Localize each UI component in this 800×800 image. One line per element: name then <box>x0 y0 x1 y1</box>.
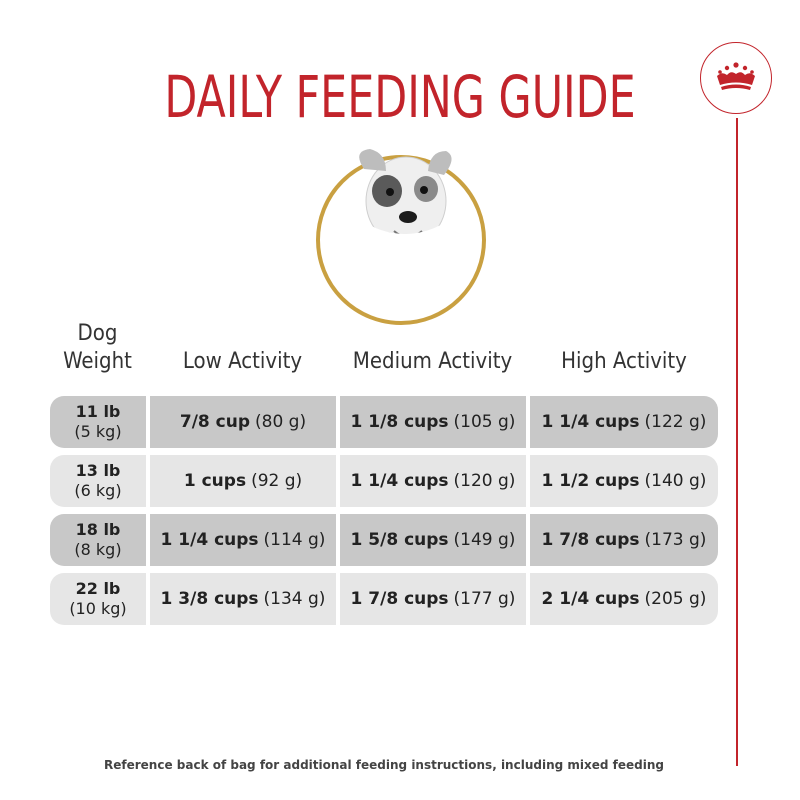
grams-value: (177 g) <box>453 589 516 609</box>
cups-value: 2 1/4 cups <box>541 589 640 609</box>
weight-lb: 11 lb <box>75 402 121 421</box>
high-activity-cell: 1 1/2 cups (140 g) <box>530 455 718 507</box>
dog-portrait <box>316 149 486 325</box>
weight-cell: 11 lb (5 kg) <box>50 396 146 448</box>
medium-activity-cell: 1 7/8 cups (177 g) <box>340 573 526 625</box>
weight-cell: 22 lb (10 kg) <box>50 573 146 625</box>
grams-value: (149 g) <box>453 530 516 550</box>
weight-cell: 18 lb (8 kg) <box>50 514 146 566</box>
cups-value: 1 1/4 cups <box>541 412 640 432</box>
medium-activity-cell: 1 1/4 cups (120 g) <box>340 455 526 507</box>
cups-value: 7/8 cup <box>179 412 251 432</box>
grams-value: (205 g) <box>644 589 707 609</box>
low-activity-cell: 1 1/4 cups (114 g) <box>150 514 336 566</box>
weight-lb: 13 lb <box>75 461 121 480</box>
weight-lb: 22 lb <box>75 579 121 598</box>
low-activity-cell: 7/8 cup (80 g) <box>150 396 336 448</box>
cups-value: 1 1/8 cups <box>350 412 449 432</box>
footnote: Reference back of bag for additional fee… <box>104 758 664 772</box>
weight-kg: (5 kg) <box>74 422 122 441</box>
weight-kg: (8 kg) <box>74 540 122 559</box>
weight-kg: (10 kg) <box>69 599 127 618</box>
grams-value: (122 g) <box>644 412 707 432</box>
grams-value: (120 g) <box>453 471 516 491</box>
header-high-activity: High Activity <box>561 349 687 374</box>
header-weight-line1: Dog <box>77 321 118 346</box>
cups-value: 1 cups <box>183 471 247 491</box>
grams-value: (105 g) <box>453 412 516 432</box>
grams-value: (92 g) <box>251 471 303 491</box>
brand-vertical-line <box>736 118 738 766</box>
low-activity-cell: 1 3/8 cups (134 g) <box>150 573 336 625</box>
header-medium-activity: Medium Activity <box>352 349 513 374</box>
crown-icon <box>717 62 755 90</box>
high-activity-cell: 2 1/4 cups (205 g) <box>530 573 718 625</box>
medium-activity-cell: 1 1/8 cups (105 g) <box>340 396 526 448</box>
high-activity-cell: 1 1/4 cups (122 g) <box>530 396 718 448</box>
cups-value: 1 1/4 cups <box>160 530 259 550</box>
cups-value: 1 7/8 cups <box>541 530 640 550</box>
low-activity-cell: 1 cups (92 g) <box>150 455 336 507</box>
header-weight-line2: Weight <box>63 349 132 374</box>
high-activity-cell: 1 7/8 cups (173 g) <box>530 514 718 566</box>
dog-photo <box>356 149 454 234</box>
page-title: DAILY FEEDING GUIDE <box>164 63 636 131</box>
brand-badge <box>700 42 772 114</box>
grams-value: (114 g) <box>263 530 326 550</box>
cups-value: 1 7/8 cups <box>350 589 449 609</box>
grams-value: (80 g) <box>255 412 307 432</box>
weight-kg: (6 kg) <box>74 481 122 500</box>
medium-activity-cell: 1 5/8 cups (149 g) <box>340 514 526 566</box>
cups-value: 1 5/8 cups <box>350 530 449 550</box>
grams-value: (173 g) <box>644 530 707 550</box>
weight-cell: 13 lb (6 kg) <box>50 455 146 507</box>
grams-value: (140 g) <box>644 471 707 491</box>
cups-value: 1 1/2 cups <box>541 471 640 491</box>
grams-value: (134 g) <box>263 589 326 609</box>
header-low-activity: Low Activity <box>182 349 303 374</box>
cups-value: 1 3/8 cups <box>160 589 259 609</box>
weight-lb: 18 lb <box>75 520 121 539</box>
cups-value: 1 1/4 cups <box>350 471 449 491</box>
header-dog-weight: Dog Weight <box>55 320 140 376</box>
